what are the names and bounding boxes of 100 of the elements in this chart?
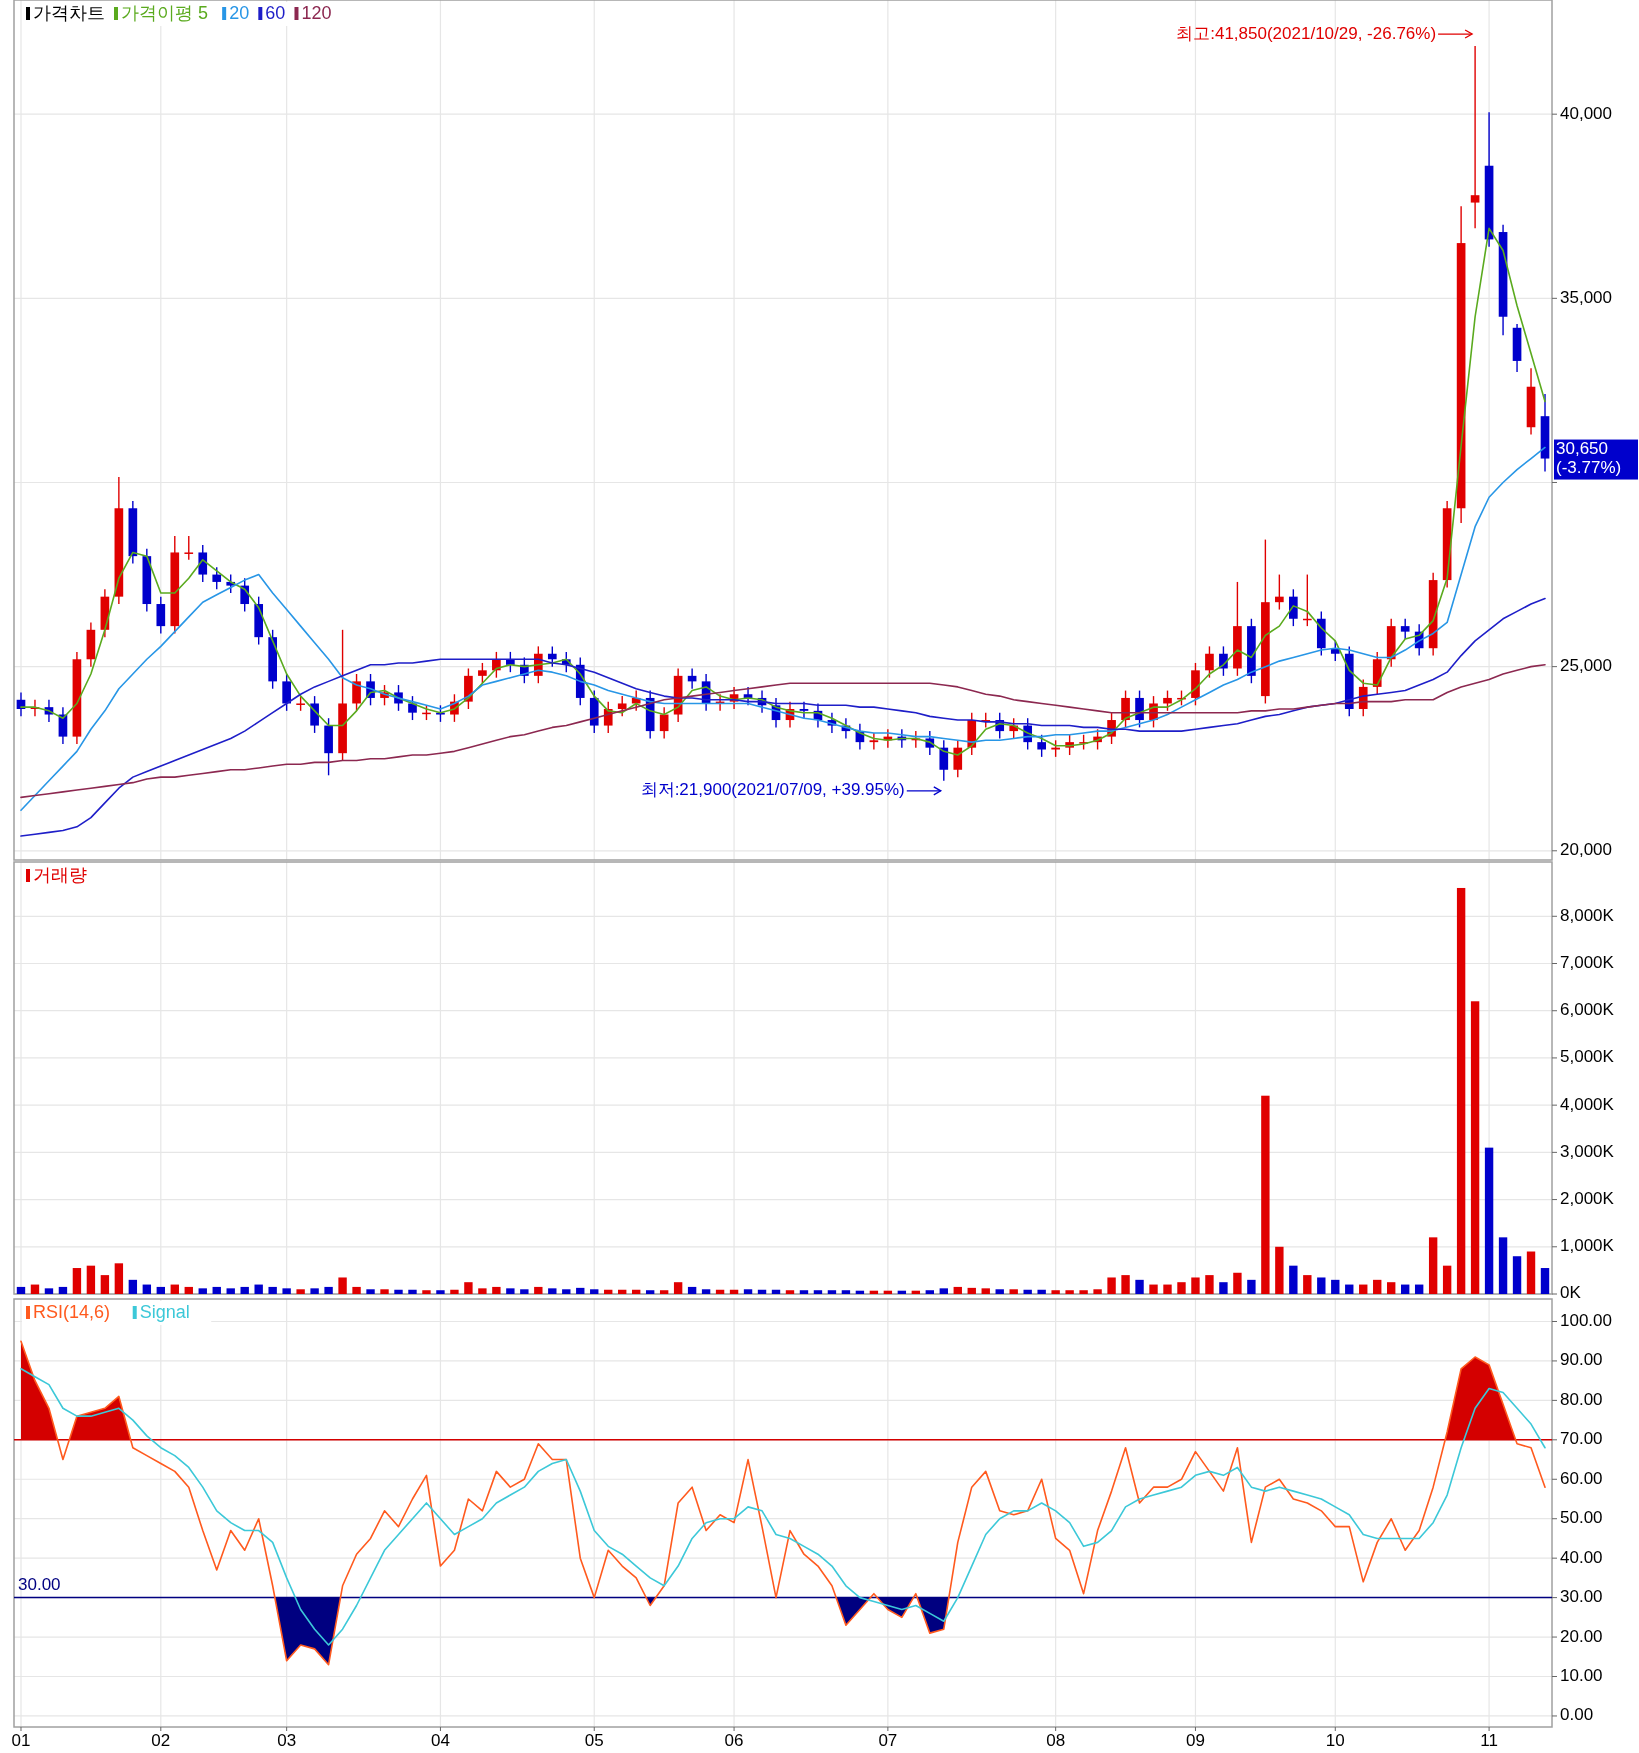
y-tick-label: 0K [1560, 1283, 1582, 1303]
candlestick [156, 595, 166, 635]
bar [254, 1284, 263, 1294]
x-tick-label: 02 [151, 1731, 171, 1751]
y-tick-label: 35,000 [1560, 287, 1612, 307]
candlestick [1275, 573, 1284, 611]
y-tick-label: 1,000K [1560, 1236, 1615, 1256]
bar [799, 1290, 809, 1294]
bar [1247, 1279, 1256, 1294]
y-tick-label: 0.00 [1560, 1705, 1594, 1725]
bar [1037, 1289, 1046, 1294]
candlestick [869, 732, 879, 751]
bar [1163, 1284, 1172, 1294]
y-tick-label: 30.00 [1560, 1587, 1603, 1607]
bar [1401, 1284, 1410, 1294]
x-tick-label: 01 [11, 1731, 31, 1751]
bar [156, 1286, 165, 1294]
y-tick-label: 60.00 [1560, 1468, 1603, 1488]
bar [1261, 1095, 1270, 1294]
chart-title: 가격차트 [33, 2, 105, 23]
bar [506, 1288, 515, 1294]
candlestick [310, 695, 319, 734]
bar [366, 1289, 375, 1294]
bar [701, 1289, 711, 1294]
bar [1414, 1284, 1424, 1294]
text: 30,650 (-3.77%) [1556, 439, 1622, 478]
bar [142, 1284, 152, 1294]
bar [1065, 1290, 1074, 1294]
x-tick-label: 08 [1046, 1731, 1066, 1751]
x-tick-label: 06 [724, 1731, 744, 1751]
x-tick-label: 11 [1480, 1731, 1498, 1751]
candlestick [184, 535, 194, 561]
bar [16, 1286, 26, 1294]
bar [1149, 1284, 1158, 1294]
bar [1205, 1275, 1214, 1294]
line-series [20, 446, 1546, 812]
y-tick-label: 2,000K [1560, 1189, 1615, 1209]
bar [170, 1284, 179, 1294]
x-tick-label: 07 [878, 1731, 898, 1751]
candlestick [1163, 689, 1172, 712]
line-series [20, 664, 1546, 799]
candlestick [953, 739, 963, 778]
bar [72, 1268, 82, 1294]
bar [576, 1287, 585, 1294]
y-tick-label: 40.00 [1560, 1547, 1603, 1567]
bar [1107, 1277, 1116, 1294]
y-tick-label: 8,000K [1560, 905, 1615, 925]
candlestick [1400, 618, 1410, 640]
bar [212, 1286, 221, 1294]
bar [1093, 1289, 1102, 1294]
bar [408, 1289, 417, 1294]
y-tick-label: 7,000K [1560, 952, 1615, 972]
candlestick [1470, 45, 1480, 230]
bar [1233, 1272, 1242, 1294]
bar [44, 1288, 54, 1294]
ref-line-label: 30.00 [18, 1575, 61, 1595]
bar [282, 1288, 291, 1294]
bar [813, 1290, 823, 1294]
bar [1456, 887, 1466, 1294]
bar [268, 1286, 277, 1294]
bar [1079, 1290, 1088, 1294]
legend-label: 거래량 [33, 864, 87, 885]
bar [981, 1288, 990, 1294]
bar [562, 1289, 571, 1294]
bar [1009, 1289, 1018, 1294]
bar [1023, 1289, 1032, 1294]
x-tick-label: 09 [1186, 1731, 1205, 1751]
bar [1512, 1256, 1522, 1294]
candlestick [282, 673, 291, 712]
bar [841, 1290, 851, 1294]
bar [352, 1286, 361, 1294]
candlestick [408, 695, 417, 721]
bar [422, 1290, 431, 1294]
bar [184, 1286, 193, 1294]
bar [240, 1286, 249, 1294]
bar [1219, 1282, 1228, 1294]
bar [226, 1288, 235, 1294]
bar [590, 1289, 599, 1294]
x-tick-label: 10 [1325, 1731, 1345, 1751]
bar [939, 1288, 948, 1294]
candlestick [939, 739, 949, 782]
x-tick-label: 03 [277, 1731, 297, 1751]
legend-label: RSI(14,6) [33, 1301, 111, 1322]
bar [394, 1289, 403, 1294]
bar [1442, 1265, 1452, 1294]
bar [1331, 1279, 1340, 1294]
bar [1387, 1282, 1396, 1294]
bar [520, 1289, 529, 1294]
bar [478, 1288, 487, 1294]
bar [1484, 1147, 1494, 1294]
bar [785, 1290, 795, 1294]
bar [1428, 1237, 1438, 1294]
y-tick-label: 10.00 [1560, 1665, 1603, 1685]
candlestick [478, 662, 487, 684]
candlestick [1121, 689, 1130, 729]
bar [436, 1290, 445, 1294]
bar [743, 1289, 753, 1294]
bar [198, 1288, 207, 1294]
bar [86, 1265, 96, 1294]
bar [645, 1290, 655, 1294]
